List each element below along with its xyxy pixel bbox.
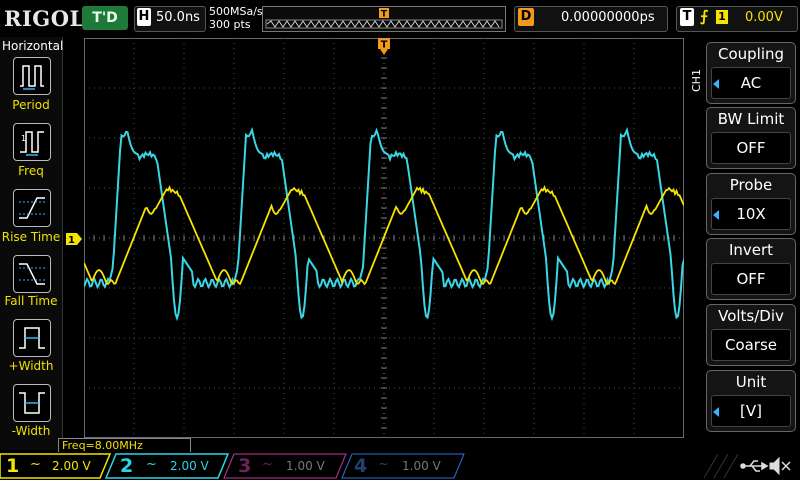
ch3-scale[interactable]: 1.00 V	[286, 459, 325, 473]
probe-title: Probe	[729, 176, 773, 194]
negative-width-icon	[19, 392, 45, 414]
fall-time-button[interactable]	[13, 255, 51, 293]
waveform-display[interactable]	[84, 38, 684, 438]
fall-time-icon	[19, 263, 45, 285]
channel-tabs	[0, 453, 465, 479]
probe-value: 10X	[711, 198, 791, 230]
timebase-value: 50.0ns	[156, 10, 200, 25]
frequency-readout: Freq=8.00MHz	[58, 438, 191, 454]
freq-button[interactable]: 1	[13, 123, 51, 161]
period-button[interactable]	[13, 57, 51, 95]
channel-menu-label: CH1	[690, 69, 703, 92]
ch1-tab-frame	[0, 453, 112, 479]
rising-edge-icon: ⨍	[700, 7, 709, 25]
ch4-coupling-icon: ~	[378, 457, 389, 472]
status-icons	[703, 453, 791, 479]
fall-time-label: Fall Time	[4, 294, 58, 308]
delay-label: D	[518, 8, 534, 26]
bw-limit-value: OFF	[711, 132, 791, 164]
trigger-source-badge: 1	[716, 10, 728, 24]
ch4-number[interactable]: 4	[354, 455, 368, 477]
positive-width-icon	[19, 327, 45, 349]
ch3-tab-frame	[223, 453, 347, 479]
svg-text:1: 1	[68, 235, 75, 245]
sample-rate: 500MSa/s	[209, 5, 263, 18]
positive-width-label: +Width	[8, 359, 54, 373]
svg-text:1: 1	[21, 134, 26, 143]
brand-logo: RIGOL	[4, 6, 85, 31]
freq-label: Freq	[18, 164, 44, 178]
delay-value: 0.00000000ps	[561, 10, 655, 25]
overview-waveform: T	[265, 8, 503, 29]
sample-info: 500MSa/s 300 pts	[209, 5, 263, 31]
left-arrow-icon	[713, 407, 719, 417]
ch3-number[interactable]: 3	[238, 455, 252, 477]
waveform-overview-bar[interactable]: T	[262, 6, 506, 32]
negative-width-label: -Width	[11, 424, 51, 438]
rise-time-label: Rise Time	[1, 230, 61, 244]
usb-icon	[740, 460, 769, 472]
svg-text:T: T	[381, 10, 388, 20]
left-arrow-icon	[713, 210, 719, 220]
ch1-coupling-icon: ~	[30, 457, 41, 472]
freq-icon: 1	[20, 131, 44, 156]
period-label: Period	[12, 98, 50, 112]
volts-div-value: Coarse	[711, 329, 791, 361]
volts-div-title: Volts/Div	[718, 307, 784, 325]
bw-limit-menu-item[interactable]: BW Limit OFF	[706, 107, 796, 169]
ch3-coupling-icon: ~	[262, 457, 273, 472]
ch1-level-marker[interactable]: 1	[66, 233, 82, 245]
rise-time-icon	[19, 197, 45, 219]
left-arrow-icon	[713, 79, 719, 89]
probe-menu-item[interactable]: Probe 10X	[706, 173, 796, 235]
trigger-label: T	[680, 8, 694, 26]
ch1-trace	[84, 184, 684, 286]
ch4-scale[interactable]: 1.00 V	[402, 459, 441, 473]
volts-div-menu-item[interactable]: Volts/Div Coarse	[706, 304, 796, 366]
measure-menu	[0, 37, 63, 450]
delay-box[interactable]	[514, 6, 668, 32]
unit-title: Unit	[735, 373, 767, 391]
ch2-tab-frame	[104, 453, 230, 479]
speaker-muted-icon[interactable]	[769, 456, 791, 476]
trigger-level: 0.00V	[745, 10, 783, 25]
unit-menu-item[interactable]: Unit [V]	[706, 370, 796, 432]
svg-text:T: T	[381, 40, 388, 51]
memory-points: 300 pts	[209, 18, 251, 31]
bw-limit-title: BW Limit	[717, 110, 785, 128]
positive-width-button[interactable]	[13, 319, 51, 357]
ch4-tab-frame	[341, 453, 465, 479]
run-status-badge[interactable]: T'D	[82, 6, 128, 30]
horizontal-label: H	[137, 8, 151, 26]
rise-time-button[interactable]	[13, 189, 51, 227]
invert-title: Invert	[728, 241, 774, 259]
coupling-value: AC	[711, 67, 791, 99]
ch2-number[interactable]: 2	[120, 455, 134, 477]
ch1-number[interactable]: 1	[6, 455, 20, 477]
invert-value: OFF	[711, 263, 791, 295]
invert-menu-item[interactable]: Invert OFF	[706, 238, 796, 300]
coupling-title: Coupling	[717, 45, 785, 63]
negative-width-button[interactable]	[13, 384, 51, 422]
ch2-coupling-icon: ~	[146, 457, 157, 472]
ch2-scale[interactable]: 2.00 V	[170, 459, 209, 473]
overview-trigger-marker: T	[379, 8, 389, 20]
trigger-position-marker[interactable]: T	[378, 38, 390, 56]
coupling-menu-item[interactable]: Coupling AC	[706, 42, 796, 104]
unit-value: [V]	[711, 395, 791, 427]
ch1-scale[interactable]: 2.00 V	[52, 459, 91, 473]
trigger-box[interactable]	[676, 6, 798, 32]
measure-menu-title: Horizontal	[2, 39, 64, 53]
ch2-trace	[84, 126, 684, 322]
period-icon	[20, 65, 44, 90]
